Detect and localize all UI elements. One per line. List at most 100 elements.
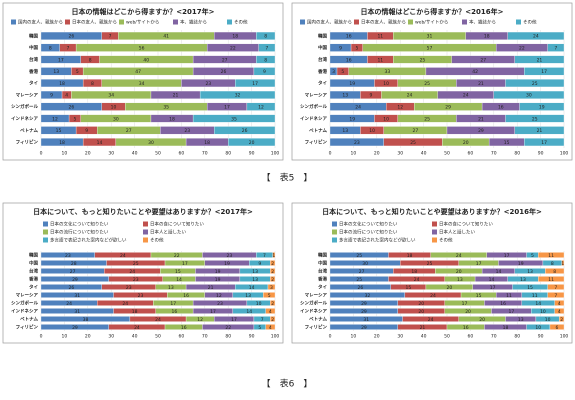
value-label: 27 [359, 269, 365, 275]
value-label: 10 [545, 317, 551, 323]
y-tick-label: シンガポール [11, 300, 38, 307]
value-label: 31 [74, 293, 80, 299]
value-label: 16 [181, 325, 187, 331]
value-label: 20 [418, 309, 424, 315]
legend-swatch [43, 221, 48, 227]
value-label: 18 [59, 81, 65, 87]
value-label: 26 [69, 285, 75, 291]
value-label: 21 [478, 81, 484, 87]
value-label: 29 [361, 309, 367, 315]
value-label: 24 [533, 34, 539, 40]
x-tick-label: 20 [374, 334, 380, 340]
value-label: 28 [71, 261, 77, 267]
value-label: 21 [173, 93, 179, 99]
value-label: 23 [205, 81, 211, 87]
legend-swatch [119, 19, 124, 25]
value-label: 13 [457, 277, 463, 283]
value-label: 15 [504, 140, 510, 146]
x-tick-label: 50 [444, 151, 450, 157]
legend-label: その他 [150, 237, 164, 244]
bar-segment [267, 284, 276, 290]
legend-label: web/サイトから [415, 19, 448, 26]
value-label: 27 [480, 57, 486, 63]
legend-label: 多言語で表記された案内などが欲しい [50, 237, 127, 244]
value-label: 25 [532, 81, 538, 87]
x-tick-label: 90 [249, 334, 255, 340]
value-label: 3 [270, 285, 273, 291]
y-tick-label: 中国 [318, 44, 327, 51]
bar-segment [538, 252, 565, 258]
value-label: 9 [263, 69, 266, 75]
x-tick-label: 50 [444, 334, 450, 340]
bar-segment [514, 55, 565, 64]
bar-segment [270, 316, 276, 322]
value-label: 23 [138, 293, 144, 299]
value-label: 24 [122, 301, 128, 307]
value-label: 30 [148, 140, 154, 146]
x-tick-label: 20 [85, 334, 91, 340]
value-label: 18 [169, 116, 175, 122]
value-label: 4 [65, 93, 68, 99]
legend-label: 日本の文化について知りたい [50, 221, 109, 228]
legend-swatch [143, 221, 148, 227]
legend-label: 日本の流行について知りたい [339, 229, 398, 236]
value-label: 2 [271, 317, 274, 323]
value-label: 24 [456, 253, 462, 259]
value-label: 34 [139, 81, 145, 87]
legend-label: 日本人と話したい [150, 229, 186, 236]
y-tick-label: 香港 [317, 68, 327, 75]
value-label: 9 [85, 128, 88, 134]
value-label: 5 [531, 253, 534, 259]
value-label: 4 [269, 325, 272, 331]
y-tick-label: インドネシア [11, 115, 38, 122]
value-label: 24 [428, 317, 434, 323]
caption: 【 表6 】 [262, 378, 313, 390]
value-label: 7 [263, 253, 266, 259]
legend-swatch [516, 19, 521, 25]
x-tick-label: 10 [62, 334, 68, 340]
value-label: 24 [355, 105, 361, 111]
x-tick-label: 70 [202, 151, 208, 157]
value-label: 47 [135, 69, 141, 75]
y-tick-label: シンガポール [300, 300, 327, 307]
value-label: 11 [377, 57, 383, 63]
bar-segment [493, 90, 565, 99]
legend-swatch [408, 19, 413, 25]
y-tick-label: ベトナム [309, 128, 327, 134]
caption: 【 表5 】 [262, 172, 313, 184]
value-label: 25 [420, 57, 426, 63]
value-label: 13 [245, 293, 251, 299]
x-tick-label: 30 [108, 151, 114, 157]
x-tick-label: 10 [62, 151, 68, 157]
value-label: 34 [108, 93, 114, 99]
legend-swatch [332, 221, 337, 227]
value-label: 22 [174, 253, 180, 259]
bar-segment [554, 300, 565, 306]
value-label: 12 [216, 293, 222, 299]
value-label: 17 [490, 285, 496, 291]
legend-swatch [300, 19, 305, 25]
legend-label: 多言語で表記された案内などが欲しい [339, 237, 416, 244]
value-label: 25 [424, 81, 430, 87]
value-label: 4 [558, 301, 561, 307]
legend-swatch [432, 237, 437, 243]
bar-segment [545, 268, 565, 274]
bar-segment [199, 90, 276, 99]
bar-segment [263, 292, 276, 298]
value-label: 17 [58, 57, 64, 63]
value-label: 14 [97, 140, 103, 146]
x-tick-label: 100 [560, 151, 569, 157]
value-label: 23 [217, 301, 223, 307]
value-label: 2 [271, 277, 274, 283]
legend-label: 本、雑誌から [469, 19, 496, 26]
value-label: 5 [268, 293, 271, 299]
legend-swatch [143, 229, 148, 235]
bar-segment [519, 102, 565, 111]
value-label: 7 [261, 317, 264, 323]
value-label: 18 [407, 253, 413, 259]
value-label: 30 [362, 261, 368, 267]
x-tick-label: 10 [351, 151, 357, 157]
y-tick-label: 韓国 [318, 252, 327, 259]
x-tick-label: 40 [132, 334, 138, 340]
value-label: 7 [109, 34, 112, 40]
